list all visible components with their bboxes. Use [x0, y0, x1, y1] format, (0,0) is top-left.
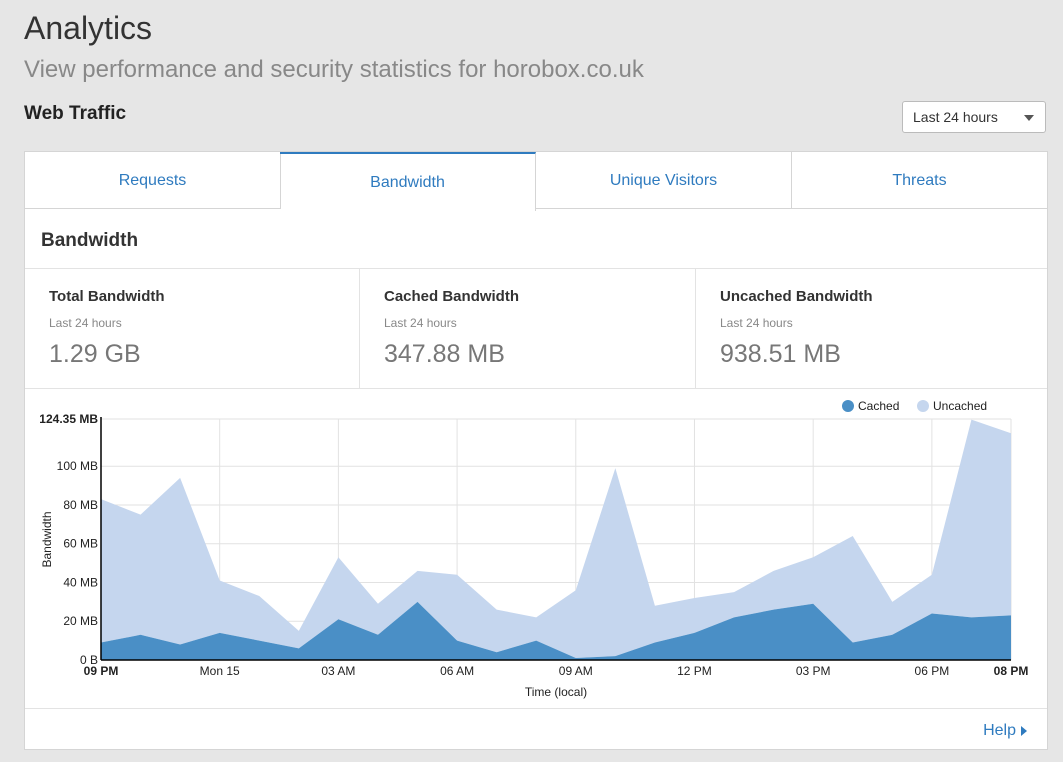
help-label: Help — [983, 722, 1016, 739]
legend-swatch — [917, 400, 929, 412]
legend-swatch — [842, 400, 854, 412]
x-tick-label: 08 PM — [994, 664, 1029, 678]
legend-label: Uncached — [933, 399, 987, 413]
chevron-down-icon — [1024, 115, 1034, 121]
y-tick-label: 60 MB — [63, 537, 98, 551]
stat-period: Last 24 hours — [720, 316, 793, 330]
bandwidth-chart: 0 B 20 MB 40 MB 60 MB 80 MB 100 MB 124.35 MB 09… — [39, 399, 1029, 699]
stat-period: Last 24 hours — [49, 316, 122, 330]
panel-title: Bandwidth — [41, 230, 139, 251]
y-axis-title: Bandwidth — [40, 511, 54, 567]
divider — [25, 708, 1047, 709]
tab-bar: Requests Bandwidth Unique Visitors Threa… — [25, 152, 1047, 211]
tab-requests[interactable]: Requests — [25, 152, 281, 209]
help-link[interactable]: Help — [983, 722, 1027, 740]
stat-value: 938.51 MB — [720, 340, 841, 368]
legend-label: Cached — [858, 399, 899, 413]
y-tick-label: 0 B — [80, 653, 98, 667]
y-tick-label: 20 MB — [63, 614, 98, 628]
page-title: Analytics — [24, 10, 153, 46]
x-tick-label: 09 AM — [559, 664, 593, 678]
stat-label: Total Bandwidth — [49, 288, 165, 305]
x-tick-label: 06 PM — [915, 664, 950, 678]
tab-unique-visitors[interactable]: Unique Visitors — [536, 152, 792, 209]
y-tick-label: 80 MB — [63, 498, 98, 512]
stat-value: 347.88 MB — [384, 340, 505, 368]
divider — [25, 268, 1047, 269]
stat-period: Last 24 hours — [384, 316, 457, 330]
tab-threats[interactable]: Threats — [792, 152, 1047, 209]
divider — [25, 388, 1047, 389]
caret-right-icon — [1021, 725, 1027, 736]
stat-cached-bandwidth: Cached Bandwidth Last 24 hours 347.88 MB — [360, 269, 696, 388]
y-tick-label: 124.35 MB — [39, 412, 98, 426]
x-axis-title: Time (local) — [525, 685, 587, 699]
x-tick-label: 06 AM — [440, 664, 474, 678]
section-title: Web Traffic — [24, 103, 127, 124]
stat-label: Uncached Bandwidth — [720, 288, 873, 305]
x-tick-label: 12 PM — [677, 664, 712, 678]
tab-bandwidth[interactable]: Bandwidth — [280, 152, 536, 211]
stat-label: Cached Bandwidth — [384, 288, 520, 305]
y-tick-label: 100 MB — [57, 459, 98, 473]
page-subtitle: View performance and security statistics… — [24, 56, 644, 83]
x-tick-label: Mon 15 — [200, 664, 240, 678]
time-range-value: Last 24 hours — [913, 109, 998, 125]
series-cached-area — [101, 601, 1011, 660]
x-tick-label: 03 AM — [321, 664, 355, 678]
stat-total-bandwidth: Total Bandwidth Last 24 hours 1.29 GB — [25, 269, 360, 388]
series-uncached-area — [101, 419, 1011, 659]
stat-value: 1.29 GB — [49, 340, 141, 368]
x-tick-label: 09 PM — [84, 664, 119, 678]
stat-uncached-bandwidth: Uncached Bandwidth Last 24 hours 938.51 … — [696, 269, 1031, 388]
analytics-card: Requests Bandwidth Unique Visitors Threa… — [24, 151, 1048, 750]
y-tick-label: 40 MB — [63, 575, 98, 589]
time-range-select[interactable]: Last 24 hours — [902, 101, 1046, 133]
x-tick-label: 03 PM — [796, 664, 831, 678]
